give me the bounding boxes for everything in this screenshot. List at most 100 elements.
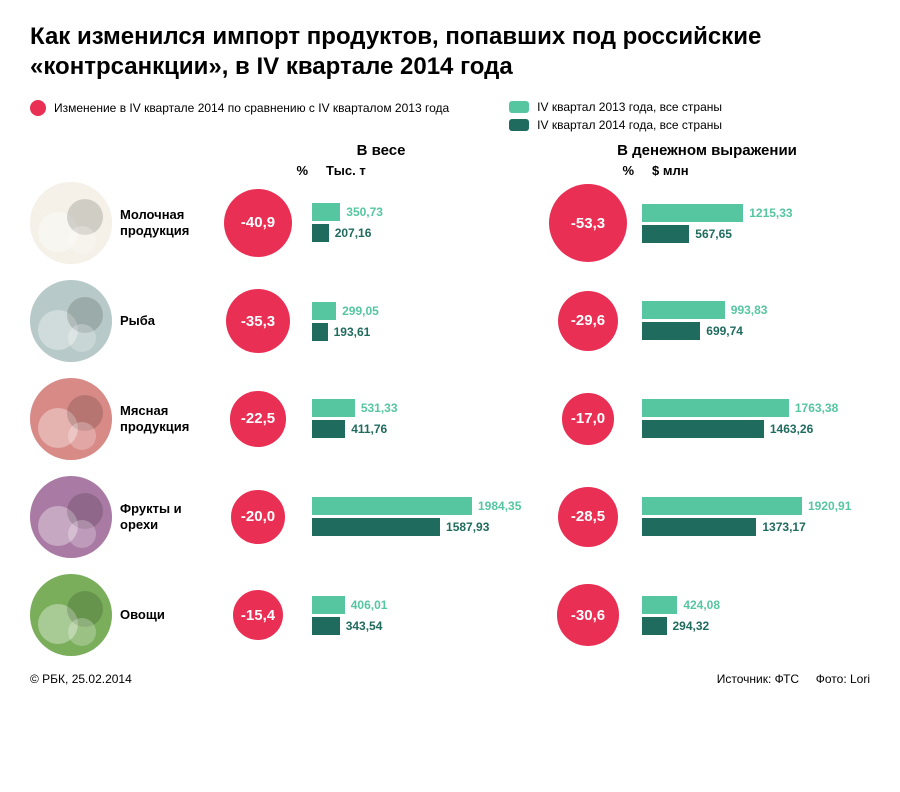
weight-block: -22,5 531,33 411,76 xyxy=(210,391,540,446)
money-bars: 1920,91 1373,17 xyxy=(630,494,870,539)
money-block: -53,3 1215,33 567,65 xyxy=(540,184,870,262)
weight-change-circle: -20,0 xyxy=(231,490,284,543)
money-value-2013: 1763,38 xyxy=(795,401,838,415)
money-value-2014: 1463,26 xyxy=(770,422,813,436)
money-change-circle: -17,0 xyxy=(562,393,613,444)
weight-value-2013: 350,73 xyxy=(346,205,383,219)
column-headers: В весе % Тыс. т В денежном выражении % $… xyxy=(30,142,870,178)
weight-value-2013: 406,01 xyxy=(351,598,388,612)
weight-bars: 1984,35 1587,93 xyxy=(300,494,540,539)
weight-value-2014: 193,61 xyxy=(334,325,371,339)
header-weight-pct: % xyxy=(218,163,308,178)
weight-bar-2014 xyxy=(312,617,340,635)
legend: Изменение в IV квартале 2014 по сравнени… xyxy=(30,100,870,132)
money-bars: 1763,38 1463,26 xyxy=(630,396,870,441)
category-label: Рыба xyxy=(112,313,210,329)
weight-bar-2013 xyxy=(312,203,340,221)
footer: © РБК, 25.02.2014 Источник: ФТС Фото: Lo… xyxy=(30,672,870,686)
money-value-2013: 1215,33 xyxy=(749,206,792,220)
data-row: Овощи -15,4 406,01 343,54 xyxy=(30,574,870,656)
data-row: Молочная продукция -40,9 350,73 207,16 xyxy=(30,182,870,264)
category-photo xyxy=(30,280,112,362)
footer-photo: Фото: Lori xyxy=(816,672,870,686)
legend-swatch-change xyxy=(30,100,46,116)
money-block: -28,5 1920,91 1373,17 xyxy=(540,487,870,547)
weight-value-2014: 207,16 xyxy=(335,226,372,240)
money-value-2014: 1373,17 xyxy=(762,520,805,534)
money-value-2013: 1920,91 xyxy=(808,499,851,513)
legend-change: Изменение в IV квартале 2014 по сравнени… xyxy=(30,100,449,116)
category-label: Фрукты и орехи xyxy=(112,501,210,532)
money-block: -17,0 1763,38 1463,26 xyxy=(540,393,870,444)
weight-bars: 350,73 207,16 xyxy=(300,200,540,245)
money-change-circle: -30,6 xyxy=(557,584,618,645)
legend-2014-label: IV квартал 2014 года, все страны xyxy=(537,118,722,132)
money-bar-2014 xyxy=(642,420,764,438)
weight-bar-2014 xyxy=(312,420,345,438)
money-bar-2013 xyxy=(642,399,789,417)
legend-swatch-2014 xyxy=(509,119,529,131)
weight-block: -40,9 350,73 207,16 xyxy=(210,189,540,258)
weight-value-2014: 411,76 xyxy=(351,422,387,436)
weight-bar-2013 xyxy=(312,399,355,417)
weight-bars: 531,33 411,76 xyxy=(300,396,540,441)
category-photo xyxy=(30,476,112,558)
weight-bar-2013 xyxy=(312,497,472,515)
weight-block: -20,0 1984,35 1587,93 xyxy=(210,490,540,543)
money-value-2014: 699,74 xyxy=(706,324,743,338)
weight-change-circle: -35,3 xyxy=(226,289,291,354)
legend-change-label: Изменение в IV квартале 2014 по сравнени… xyxy=(54,101,449,115)
money-bars: 424,08 294,32 xyxy=(630,593,870,638)
money-bar-2013 xyxy=(642,301,725,319)
footer-source: Источник: ФТС xyxy=(717,672,799,686)
money-bar-2014 xyxy=(642,617,667,635)
footer-copyright: © РБК, 25.02.2014 xyxy=(30,672,132,686)
weight-change-circle: -40,9 xyxy=(224,189,293,258)
weight-bars: 406,01 343,54 xyxy=(300,593,540,638)
weight-change-circle: -22,5 xyxy=(230,391,285,446)
weight-change-circle: -15,4 xyxy=(233,590,283,640)
weight-bar-2014 xyxy=(312,518,440,536)
legend-2013: IV квартал 2013 года, все страны xyxy=(509,100,722,114)
money-block: -30,6 424,08 294,32 xyxy=(540,584,870,645)
weight-value-2013: 299,05 xyxy=(342,304,379,318)
money-value-2014: 567,65 xyxy=(695,227,732,241)
money-bar-2013 xyxy=(642,497,802,515)
money-value-2013: 993,83 xyxy=(731,303,768,317)
weight-value-2014: 1587,93 xyxy=(446,520,489,534)
money-block: -29,6 993,83 699,74 xyxy=(540,291,870,351)
weight-value-2013: 531,33 xyxy=(361,401,398,415)
weight-bar-2013 xyxy=(312,302,336,320)
weight-bar-2014 xyxy=(312,323,328,341)
money-change-circle: -29,6 xyxy=(558,291,618,351)
category-photo xyxy=(30,378,112,460)
header-money: В денежном выражении xyxy=(544,142,870,159)
header-weight: В весе xyxy=(218,142,544,159)
money-bars: 1215,33 567,65 xyxy=(630,201,870,246)
money-change-circle: -53,3 xyxy=(549,184,627,262)
weight-bar-2014 xyxy=(312,224,329,242)
money-bar-2014 xyxy=(642,518,756,536)
category-label: Овощи xyxy=(112,607,210,623)
weight-block: -15,4 406,01 343,54 xyxy=(210,590,540,640)
header-weight-unit: Тыс. т xyxy=(308,163,366,178)
category-label: Мясная продукция xyxy=(112,403,210,434)
category-photo xyxy=(30,182,112,264)
rows-container: Молочная продукция -40,9 350,73 207,16 xyxy=(30,182,870,656)
weight-block: -35,3 299,05 193,61 xyxy=(210,289,540,354)
legend-2014: IV квартал 2014 года, все страны xyxy=(509,118,722,132)
money-bars: 993,83 699,74 xyxy=(630,298,870,343)
weight-value-2013: 1984,35 xyxy=(478,499,521,513)
money-bar-2013 xyxy=(642,596,677,614)
money-bar-2014 xyxy=(642,225,689,243)
legend-swatch-2013 xyxy=(509,101,529,113)
header-money-unit: $ млн xyxy=(634,163,689,178)
weight-value-2014: 343,54 xyxy=(346,619,383,633)
category-label: Молочная продукция xyxy=(112,207,210,238)
header-money-pct: % xyxy=(544,163,634,178)
weight-bar-2013 xyxy=(312,596,345,614)
money-change-circle: -28,5 xyxy=(558,487,618,547)
page-title: Как изменился импорт продуктов, попавших… xyxy=(30,22,870,82)
weight-bars: 299,05 193,61 xyxy=(300,299,540,344)
data-row: Фрукты и орехи -20,0 1984,35 1587,93 xyxy=(30,476,870,558)
